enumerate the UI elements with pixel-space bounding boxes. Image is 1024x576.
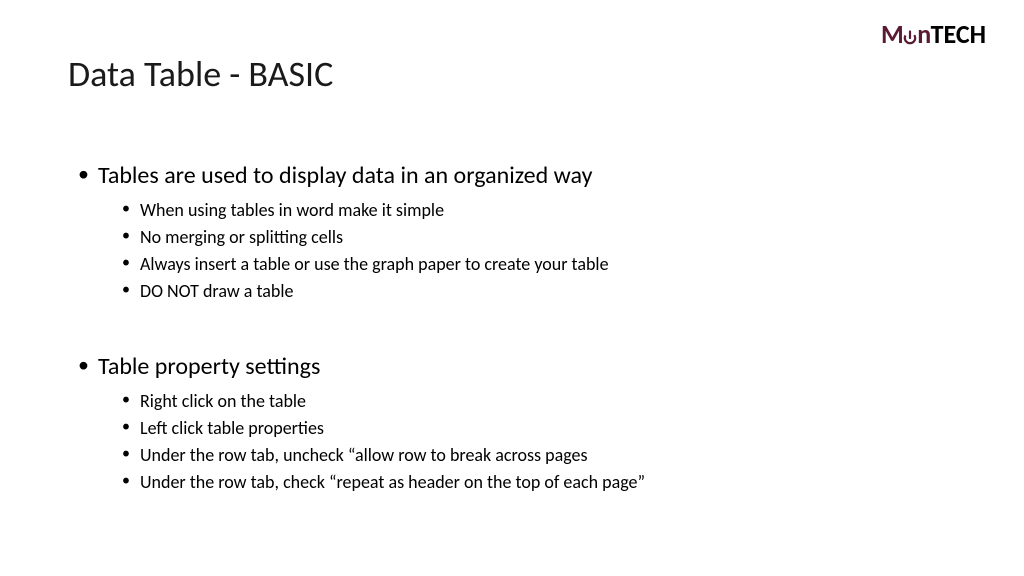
list-item: Left click table properties bbox=[122, 415, 964, 442]
page-title: Data Table - BASIC bbox=[68, 52, 333, 96]
list-item: When using tables in word make it simple bbox=[122, 197, 964, 224]
bullet-list-outer: Tables are used to display data in an or… bbox=[78, 160, 964, 496]
list-item: Tables are used to display data in an or… bbox=[78, 160, 964, 305]
list-item: Under the row tab, uncheck “allow row to… bbox=[122, 442, 964, 469]
power-icon bbox=[902, 20, 918, 36]
list-item: DO NOT draw a table bbox=[122, 278, 964, 305]
logo-part-n: n bbox=[917, 18, 930, 50]
section-heading: Tables are used to display data in an or… bbox=[78, 160, 964, 191]
list-item: Always insert a table or use the graph p… bbox=[122, 251, 964, 278]
logo: MnTECH bbox=[881, 18, 986, 50]
bullet-list-inner: Right click on the table Left click tabl… bbox=[122, 388, 964, 496]
list-item: Table property settings Right click on t… bbox=[78, 351, 964, 496]
list-item: No merging or splitting cells bbox=[122, 224, 964, 251]
logo-part-tech: TECH bbox=[931, 18, 986, 50]
section-heading: Table property settings bbox=[78, 351, 964, 382]
logo-part-m: M bbox=[881, 18, 903, 50]
list-item: Right click on the table bbox=[122, 388, 964, 415]
slide-content: Tables are used to display data in an or… bbox=[78, 160, 964, 542]
bullet-list-inner: When using tables in word make it simple… bbox=[122, 197, 964, 305]
list-item: Under the row tab, check “repeat as head… bbox=[122, 469, 964, 496]
